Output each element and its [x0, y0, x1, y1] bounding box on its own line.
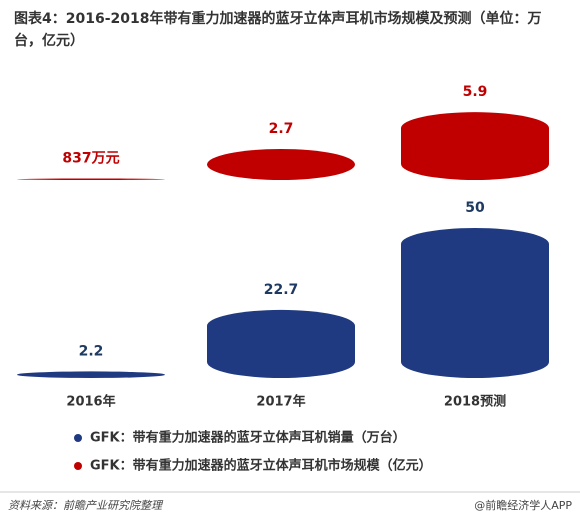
- credit: @前瞻经济学人APP: [474, 498, 572, 512]
- bar: [401, 228, 549, 378]
- data-label: 22.7: [264, 282, 299, 298]
- bar: [17, 371, 165, 378]
- data-label: 5.9: [463, 84, 488, 100]
- data-label: 2.2: [79, 343, 104, 359]
- source: 资料来源：前瞻产业研究院整理: [8, 499, 164, 512]
- chart-title: 图表4：2016-2018年带有重力加速器的蓝牙立体声耳机市场规模及预测（单位：…: [14, 11, 542, 49]
- x-tick-label: 2016年: [66, 394, 115, 410]
- legend-label: GFK：带有重力加速器的蓝牙立体声耳机市场规模（亿元）: [90, 458, 432, 474]
- legend-marker: [74, 462, 82, 470]
- bar: [401, 112, 549, 180]
- legend-marker: [74, 434, 82, 442]
- bar: [17, 178, 165, 180]
- bar: [207, 309, 355, 378]
- data-label: 2.7: [269, 121, 294, 137]
- data-label: 50: [465, 200, 485, 216]
- x-tick-label: 2017年: [256, 394, 305, 410]
- data-label: 837万元: [62, 151, 119, 167]
- legend-label: GFK：带有重力加速器的蓝牙立体声耳机销量（万台）: [90, 430, 406, 446]
- bar: [207, 148, 355, 180]
- x-tick-label: 2018预测: [444, 394, 506, 410]
